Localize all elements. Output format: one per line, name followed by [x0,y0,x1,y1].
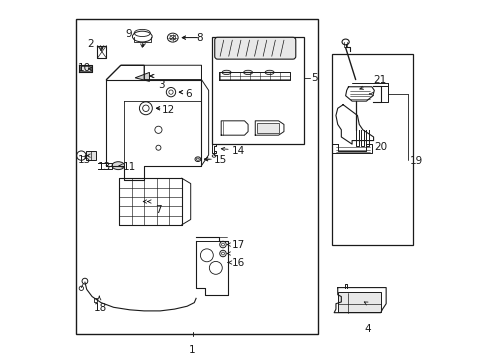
Text: 2: 2 [87,40,94,49]
Text: 3: 3 [158,80,164,90]
Ellipse shape [243,70,252,75]
Text: 13: 13 [97,162,110,172]
Text: 10: 10 [78,63,91,73]
Bar [81,66,90,71]
Ellipse shape [112,162,124,170]
Text: 9: 9 [125,29,132,39]
Bar [338,292,381,312]
Text: 12: 12 [162,105,175,115]
FancyBboxPatch shape [214,37,295,59]
Text: 11: 11 [123,162,136,172]
Bar [86,151,96,160]
Text: 4: 4 [364,324,371,334]
Text: 20: 20 [373,141,386,152]
Text: 19: 19 [408,156,422,166]
Ellipse shape [264,70,274,75]
Text: 1: 1 [189,345,195,355]
Text: 7: 7 [155,206,161,216]
Bar [257,123,278,134]
Bar [332,54,412,244]
Text: 16: 16 [231,258,244,268]
Text: 17: 17 [231,240,244,250]
Text: 21: 21 [372,75,386,85]
Text: 15: 15 [78,155,91,165]
Polygon shape [135,72,149,81]
Text: 5: 5 [310,73,317,83]
Ellipse shape [222,70,230,75]
Bar [119,178,182,225]
Text: 6: 6 [185,89,192,99]
Text: 14: 14 [231,145,244,156]
Bar [212,37,303,144]
Text: 18: 18 [94,303,107,313]
Bar [76,19,317,334]
Text: 15: 15 [214,155,227,165]
Text: 8: 8 [196,33,202,42]
